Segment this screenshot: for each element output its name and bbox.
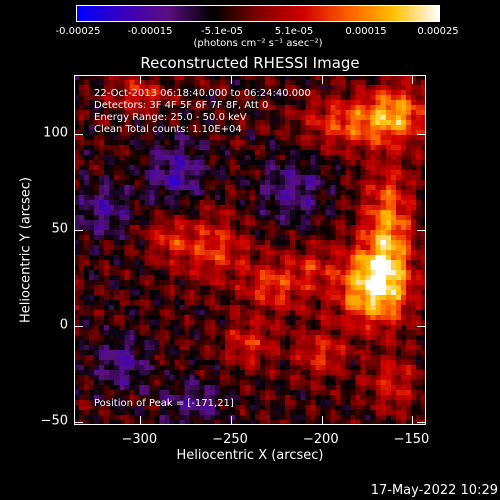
detectors-text: Detectors: 3F 4F 5F 6F 7F 8F, Att 0 bbox=[94, 100, 269, 111]
colorbar-tick-label: 0.00025 bbox=[417, 26, 459, 37]
x-tick-label: −250 bbox=[212, 432, 248, 447]
time-range-text: 22-Oct-2013 06:18:40.000 to 06:24:40.000 bbox=[94, 88, 311, 99]
colorbar-tick-label: -5.1e-05 bbox=[201, 26, 243, 37]
peak-position-text: Position of Peak = [-171,21] bbox=[94, 398, 234, 409]
heatmap-image bbox=[74, 75, 426, 425]
colorbar-tick-label: -0.00025 bbox=[55, 26, 101, 37]
y-tick-label: −50 bbox=[40, 413, 68, 429]
x-tick-label: −200 bbox=[302, 432, 339, 447]
colorbar-tick-label: 5.1e-05 bbox=[274, 26, 314, 37]
clean-counts-text: Clean Total counts: 1.10E+04 bbox=[94, 124, 242, 135]
x-tick-label: −150 bbox=[393, 432, 430, 447]
energy-range-text: Energy Range: 25.0 - 50.0 keV bbox=[94, 112, 247, 123]
colorbar-tick-label: -0.00015 bbox=[127, 26, 173, 37]
plot-title: Reconstructed RHESSI Image bbox=[140, 54, 360, 72]
timestamp: 17-May-2022 10:29 bbox=[370, 483, 498, 498]
heatmap-plot bbox=[74, 75, 426, 425]
x-axis-label: Heliocentric X (arcsec) bbox=[176, 448, 324, 463]
y-tick-label: 50 bbox=[51, 221, 68, 237]
colorbar-units: (photons cm⁻² s⁻¹ asec⁻²) bbox=[193, 38, 323, 49]
colorbar-tick-label: 0.00015 bbox=[345, 26, 387, 37]
colorbar bbox=[76, 5, 440, 22]
y-tick-label: 100 bbox=[43, 125, 68, 141]
y-axis-label: Heliocentric Y (arcsec) bbox=[18, 177, 34, 323]
y-tick-label: 0 bbox=[59, 317, 68, 333]
x-tick-label: −300 bbox=[121, 432, 158, 447]
